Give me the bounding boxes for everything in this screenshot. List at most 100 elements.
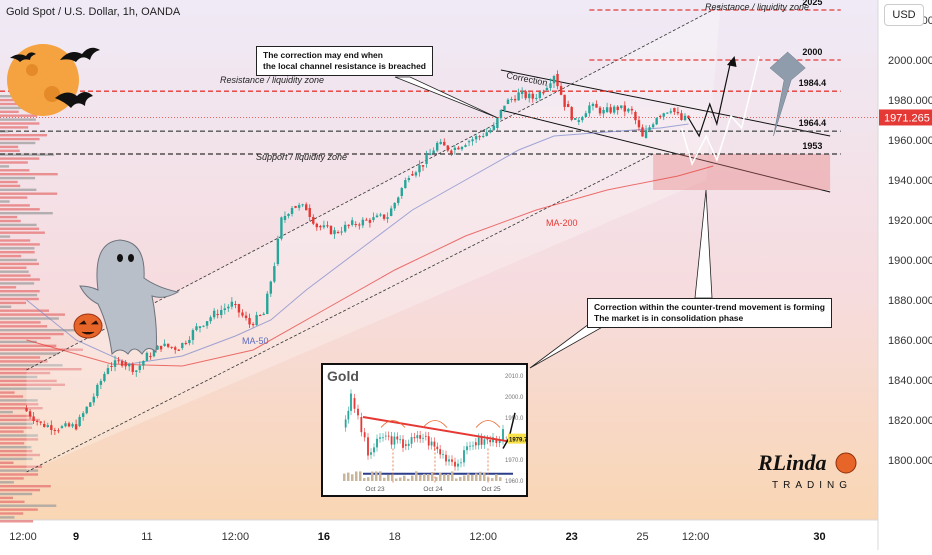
correction-lower-line (500, 109, 831, 193)
symbol-title: Gold Spot / U.S. Dollar, 1h, OANDA (6, 6, 181, 18)
zone-label-resistance-top: Resistance / liquidity zone (705, 2, 809, 12)
candle-body (400, 188, 403, 196)
candle-body (131, 364, 134, 372)
inset-volume-bar (475, 473, 478, 481)
inset-candle-body (353, 398, 356, 409)
inset-candle-body (367, 437, 369, 456)
volume-profile-bar (0, 442, 25, 445)
candle-body (566, 104, 570, 108)
candle-body (32, 416, 35, 421)
candle-body (319, 226, 322, 228)
time-scale-panel[interactable] (0, 520, 878, 550)
volume-profile-bar (0, 449, 33, 453)
candle-body (35, 420, 39, 422)
candle-body (266, 293, 269, 314)
candle-body (124, 362, 127, 367)
volume-profile-bar (0, 313, 65, 316)
candle-body (428, 153, 432, 156)
x-tick-label: 25 (636, 531, 648, 543)
volume-profile-bar (0, 325, 48, 328)
inset-volume-bar (403, 475, 406, 481)
volume-profile-bar (0, 321, 41, 324)
volume-profile-bar (0, 200, 10, 203)
volume-profile-bar (0, 282, 35, 285)
candle-body (96, 384, 99, 396)
inset-volume-bar (487, 477, 490, 481)
volume-profile-bar (0, 481, 14, 484)
candle-body (549, 83, 552, 88)
candle-body (464, 145, 467, 147)
candle-body (280, 217, 283, 239)
candle-body (135, 370, 138, 372)
volume-profile-bar (0, 461, 14, 464)
candle-body (50, 425, 53, 430)
candle-body (662, 113, 665, 117)
volume-profile-bar (0, 208, 40, 211)
candle-body (138, 365, 142, 370)
volume-profile-bar (0, 184, 21, 188)
volume-profile-bar (0, 383, 65, 386)
volume-profile-bar (0, 153, 55, 156)
inset-chart: Gold2010.02000.01990.01980.01970.01960.0… (321, 363, 528, 497)
volume-profile-bar (0, 512, 24, 515)
inset-candle-body (454, 461, 456, 467)
candle-body (439, 141, 442, 144)
candle-body (336, 232, 340, 233)
candle-body (216, 314, 219, 316)
inset-arc-icon (380, 420, 406, 428)
inset-candle-body (422, 437, 424, 439)
inset-volume-bar (387, 475, 390, 481)
volume-profile-bar (0, 329, 81, 332)
inset-volume-bar (351, 474, 354, 481)
level-label: 1964.4 (799, 118, 827, 128)
candle-body (244, 315, 248, 318)
ma-200-line (26, 165, 714, 367)
volume-profile-bar (0, 301, 27, 305)
projection-arrowhead-dark (727, 56, 737, 67)
candle-body (322, 225, 326, 228)
volume-profile-bar (0, 239, 31, 242)
candle-body (375, 215, 379, 218)
inset-x-label: Oct 24 (423, 486, 443, 493)
inset-volume-bar (423, 473, 426, 481)
inset-volume-bar (471, 474, 474, 481)
candle-body (184, 343, 188, 345)
candle-body (482, 135, 485, 137)
candle-body (43, 424, 46, 427)
candle-body (195, 326, 198, 331)
candle-body (156, 345, 159, 350)
inset-volume-bar (415, 471, 418, 481)
candle-body (389, 208, 393, 216)
callout-top-line2: the local channel resistance is breached (263, 61, 426, 71)
moon-crater-icon (44, 86, 60, 102)
candle-body (552, 76, 556, 84)
candle-body (630, 108, 634, 111)
candle-body (262, 313, 265, 316)
inset-volume-bar (399, 477, 402, 481)
candle-body (333, 230, 336, 235)
candle-body (676, 111, 680, 114)
volume-profile-bar (0, 352, 59, 355)
price-scale-panel[interactable] (878, 0, 932, 550)
candle-body (329, 226, 333, 235)
ghost-icon (79, 239, 180, 356)
current-price-tag (879, 109, 932, 126)
inset-candle-body (472, 445, 474, 447)
candle-body (524, 91, 527, 99)
inset-volume-bar (343, 473, 346, 481)
volume-profile-bar (0, 422, 33, 425)
candle-body (149, 356, 152, 357)
inset-candle-body (427, 436, 430, 446)
inset-candle-body (424, 435, 427, 437)
candle-body (145, 352, 149, 361)
inset-volume-bar (495, 474, 498, 481)
inset-volume-bar (355, 471, 358, 481)
volume-profile-bar (0, 375, 38, 379)
inset-volume-bar (379, 471, 382, 481)
candle-body (457, 147, 460, 150)
inset-volume-bar (463, 475, 466, 481)
currency-button[interactable]: USD (884, 4, 924, 26)
volume-profile-bar (0, 118, 36, 121)
inset-candle-body (419, 435, 422, 439)
